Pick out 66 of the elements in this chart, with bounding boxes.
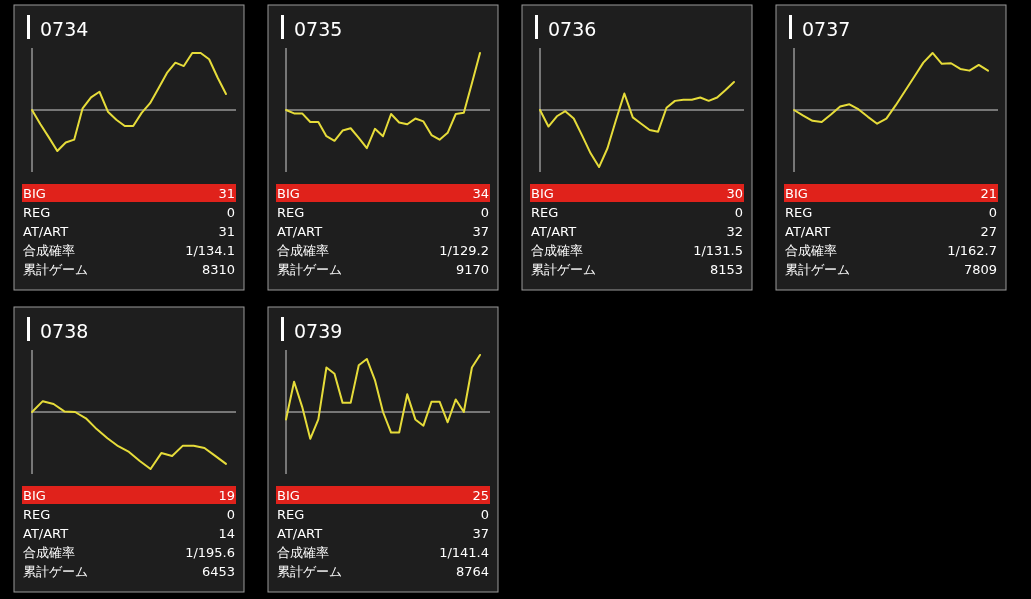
text: AT/ART xyxy=(277,526,323,541)
text: 37 xyxy=(472,224,489,239)
text: 1/131.5 xyxy=(693,243,743,258)
text: 累計ゲーム xyxy=(277,262,342,277)
chart-title: 0737 xyxy=(802,18,851,40)
text: 1/162.7 xyxy=(947,243,997,258)
text: 6453 xyxy=(201,564,235,579)
text: AT/ART xyxy=(277,224,323,239)
text: AT/ART xyxy=(785,224,831,239)
text: AT/ART xyxy=(23,224,69,239)
chart-title: 0736 xyxy=(548,18,597,40)
text: 0 xyxy=(226,507,235,522)
text: 合成確率 xyxy=(277,243,329,258)
text: AT/ART xyxy=(23,526,69,541)
text: 0 xyxy=(226,205,235,220)
text: 合成確率 xyxy=(277,545,329,560)
text: BIG xyxy=(23,186,46,201)
text: 1/129.2 xyxy=(439,243,489,258)
text: REG xyxy=(277,205,305,220)
text: REG xyxy=(23,205,51,220)
text: 1/141.4 xyxy=(439,545,489,560)
text: 8153 xyxy=(709,262,743,277)
text: 0 xyxy=(734,205,743,220)
text: REG xyxy=(785,205,813,220)
text: BIG xyxy=(23,488,46,503)
chart-title: 0735 xyxy=(294,18,343,40)
text: 8310 xyxy=(201,262,235,277)
text: 累計ゲーム xyxy=(277,564,342,579)
text: BIG xyxy=(277,186,300,201)
text: 8764 xyxy=(455,564,489,579)
text: 19 xyxy=(218,488,235,503)
text: 21 xyxy=(980,186,997,201)
text: 34 xyxy=(472,186,489,201)
text: 7809 xyxy=(963,262,997,277)
text: 合成確率 xyxy=(23,243,75,258)
text: 14 xyxy=(218,526,235,541)
text: 累計ゲーム xyxy=(23,262,88,277)
text: 37 xyxy=(472,526,489,541)
text: BIG xyxy=(277,488,300,503)
text: 合成確率 xyxy=(531,243,583,258)
text: 0 xyxy=(480,507,489,522)
text: BIG xyxy=(531,186,554,201)
chart-title: 0739 xyxy=(294,320,343,342)
text: REG xyxy=(277,507,305,522)
text: 0 xyxy=(988,205,997,220)
text: 1/134.1 xyxy=(185,243,235,258)
text: REG xyxy=(23,507,51,522)
text: AT/ART xyxy=(531,224,577,239)
text: 32 xyxy=(726,224,743,239)
text: 27 xyxy=(980,224,997,239)
text: 合成確率 xyxy=(23,545,75,560)
text: 合成確率 xyxy=(785,243,837,258)
text: 累計ゲーム xyxy=(531,262,596,277)
text: BIG xyxy=(785,186,808,201)
text: 30 xyxy=(726,186,743,201)
chart-title: 0734 xyxy=(40,18,89,40)
text: 累計ゲーム xyxy=(23,564,88,579)
text: 9170 xyxy=(455,262,489,277)
text: 31 xyxy=(218,186,235,201)
text: 0 xyxy=(480,205,489,220)
text: 25 xyxy=(472,488,489,503)
text: REG xyxy=(531,205,559,220)
text: 累計ゲーム xyxy=(785,262,850,277)
text: 31 xyxy=(218,224,235,239)
chart-title: 0738 xyxy=(40,320,89,342)
text: 1/195.6 xyxy=(185,545,235,560)
